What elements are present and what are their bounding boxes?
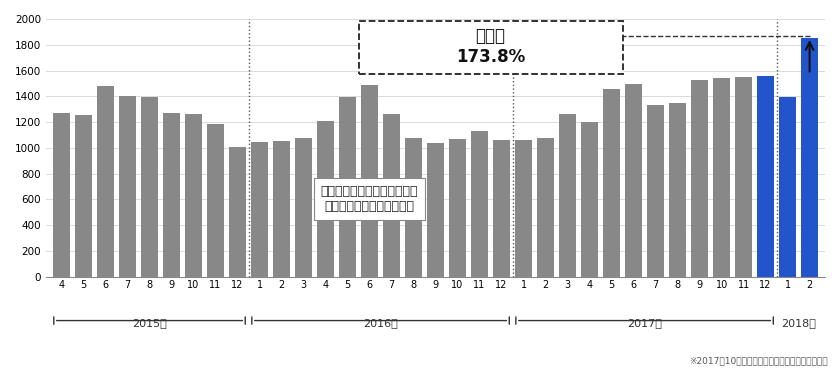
Bar [603,89,620,277]
Bar [406,138,422,277]
Bar [97,86,113,277]
Text: 前年比
173.8%: 前年比 173.8% [456,27,525,66]
Bar [207,124,223,277]
Bar [648,105,664,277]
Bar [515,140,532,277]
Bar [538,138,554,277]
Bar [186,114,202,277]
Bar [449,139,466,277]
Bar [559,114,576,277]
Bar [669,103,685,277]
Bar [758,76,774,277]
Bar [359,21,622,75]
Bar [801,38,818,277]
Bar [273,141,290,277]
Bar [471,131,488,277]
Text: 2017年: 2017年 [627,318,662,328]
Bar [119,96,136,277]
Bar [581,122,598,277]
Bar [493,140,510,277]
Bar [713,78,730,277]
Text: 2018年: 2018年 [781,318,816,328]
Bar [229,146,246,277]
Bar [383,114,400,277]
Bar [296,138,312,277]
Bar [76,115,92,277]
Bar [735,77,752,277]
Bar [141,97,158,277]
Bar [625,84,642,277]
Bar [251,142,268,277]
Bar [428,143,444,277]
Text: 2016年: 2016年 [363,318,398,328]
Bar [339,97,356,277]
Bar [780,97,795,277]
Bar [361,85,378,277]
Bar [163,113,180,277]
Text: 2015年: 2015年 [132,318,167,328]
Bar [53,113,70,277]
Bar [318,121,333,277]
Bar [691,80,708,277]
Text: ※2017年10月から、集計対象店舗を拡充しました: ※2017年10月から、集計対象店舗を拡充しました [689,356,827,365]
Text: １店舗あたりのレシート枚数
（インバウンド購買件数）: １店舗あたりのレシート枚数 （インバウンド購買件数） [321,186,418,213]
